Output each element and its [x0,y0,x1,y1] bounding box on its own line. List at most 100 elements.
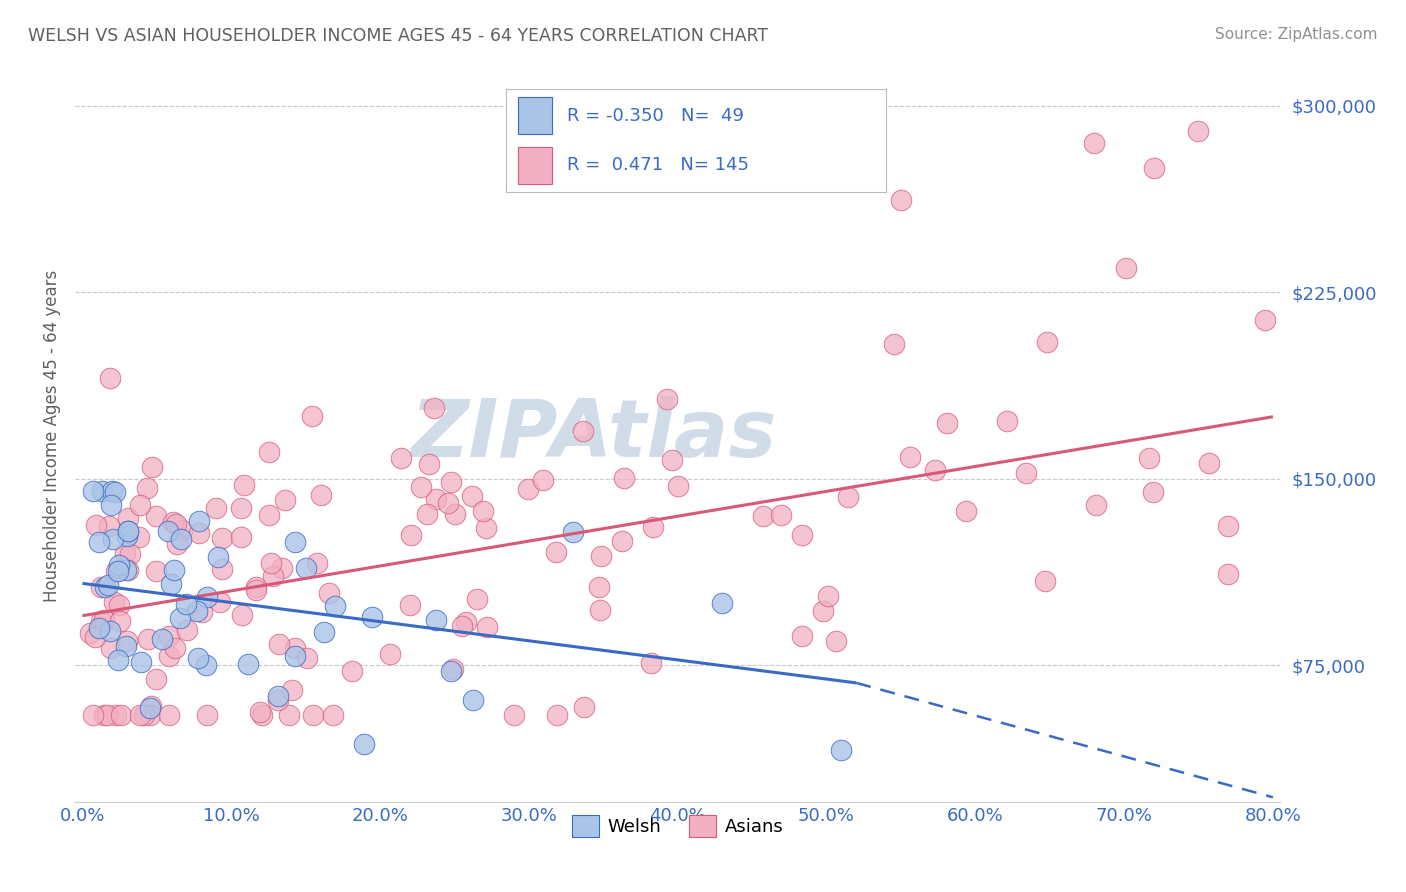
Point [145,672,167,686]
Point [1216,567,1239,582]
Point [128,498,150,512]
Point [1216,518,1239,533]
Point [314,624,336,639]
Point [89,621,111,635]
Point [107,598,129,612]
Point [150,632,173,647]
Point [270,561,292,575]
Point [229,500,252,515]
Point [269,637,291,651]
Point [475,620,498,634]
Point [90,580,112,594]
Point [262,569,284,583]
Point [1198,456,1220,470]
Point [84,630,107,644]
Point [325,599,347,613]
Point [207,549,229,564]
Point [589,603,612,617]
Point [318,586,340,600]
Point [87,535,110,549]
Point [93,613,115,627]
Point [117,528,139,542]
Point [502,708,524,723]
Point [115,633,138,648]
Point [176,624,198,638]
Point [418,457,440,471]
Point [517,482,540,496]
Point [531,473,554,487]
Point [562,525,585,540]
Point [170,532,193,546]
Point [195,657,218,672]
Point [129,708,152,723]
Point [165,517,187,532]
Point [267,690,290,704]
Point [84,517,107,532]
Point [1033,574,1056,589]
FancyBboxPatch shape [517,97,551,135]
Point [890,194,912,208]
Point [188,526,211,541]
Point [174,597,197,611]
Point [1253,312,1275,326]
Text: R = -0.350   N=  49: R = -0.350 N= 49 [567,107,744,125]
Point [252,708,274,723]
Point [790,629,813,643]
Point [898,450,921,465]
Point [267,692,290,706]
Point [461,693,484,707]
Point [98,624,121,638]
Point [752,509,775,524]
Point [187,514,209,528]
Point [108,614,131,628]
Point [588,580,610,594]
Point [380,647,402,661]
Point [935,416,957,430]
Point [302,708,325,723]
Point [159,577,181,591]
Point [295,561,318,575]
Point [100,498,122,512]
Point [211,562,233,576]
Point [574,700,596,714]
Point [444,507,467,521]
Point [232,477,254,491]
Point [284,535,307,549]
Point [360,609,382,624]
Point [811,604,834,618]
Point [1143,161,1166,175]
Point [145,564,167,578]
Point [157,524,180,538]
Point [301,409,323,423]
Point [94,580,117,594]
Point [101,532,124,546]
Point [249,705,271,719]
Point [100,640,122,655]
Point [769,508,792,523]
Point [825,634,848,648]
Point [1115,261,1137,276]
Point [120,547,142,561]
Point [399,528,422,542]
Point [191,606,214,620]
Point [245,580,267,594]
Point [297,651,319,665]
Point [817,589,839,603]
Point [103,595,125,609]
Point [186,604,208,618]
Point [278,708,301,723]
Point [163,563,186,577]
Point [450,619,472,633]
Text: ZIPAtlas: ZIPAtlas [411,396,776,475]
Point [110,708,132,723]
Point [114,639,136,653]
Point [467,591,489,606]
Point [107,558,129,573]
Point [82,708,104,723]
Point [305,557,328,571]
Point [655,392,678,407]
Point [1142,485,1164,500]
Point [883,337,905,351]
Point [1036,335,1059,350]
Point [572,424,595,438]
